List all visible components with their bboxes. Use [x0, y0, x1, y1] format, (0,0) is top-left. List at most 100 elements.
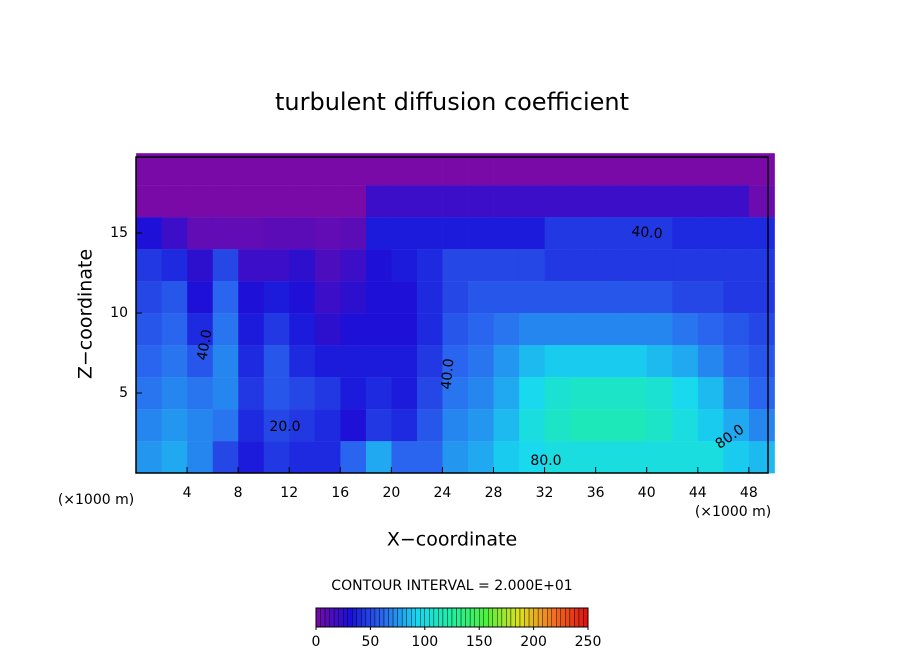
colorbar-swatch [315, 607, 321, 628]
heat-cell [340, 377, 367, 410]
colorbar-swatch [492, 607, 498, 628]
heat-cell [646, 409, 673, 442]
colorbar-swatch [483, 607, 489, 628]
heat-cell [493, 313, 520, 346]
x-tick-label: 20 [382, 485, 400, 501]
heat-cell [519, 313, 546, 346]
heat-cell [212, 441, 239, 474]
colorbar-swatch [329, 607, 335, 628]
heat-cell [544, 313, 571, 346]
heat-cell [544, 345, 571, 378]
heat-cell [391, 217, 418, 250]
heat-cell [442, 185, 469, 218]
heat-cell [468, 185, 494, 218]
heat-cell [723, 217, 750, 250]
x-tick-label: 4 [183, 485, 192, 501]
colorbar-swatch [547, 607, 552, 628]
heat-cell [697, 281, 724, 314]
heat-cell [238, 441, 265, 474]
contour-label: 80.0 [530, 453, 561, 469]
heat-cell [748, 441, 775, 474]
heat-cell [570, 313, 597, 346]
heat-cell [519, 249, 546, 282]
colorbar-swatch [506, 607, 512, 628]
colorbar-swatch [456, 607, 462, 628]
colorbar-tick-label: 0 [312, 634, 321, 650]
heat-cell [365, 281, 392, 314]
chart-title: turbulent diffusion coefficient [275, 88, 629, 116]
heat-cell [263, 377, 290, 410]
colorbar-swatch [451, 607, 457, 628]
colorbar-tick-label: 250 [575, 634, 602, 650]
heat-cell [570, 377, 597, 410]
heat-cell [314, 345, 341, 378]
x-tick-label: 8 [234, 485, 243, 501]
heat-cell [212, 377, 239, 410]
heat-cell [672, 281, 699, 314]
colorbar-swatch [438, 607, 444, 628]
x-unit-label: (×1000 m) [695, 504, 771, 520]
heat-cell [519, 377, 546, 410]
heat-cell [697, 249, 724, 282]
heat-cell [289, 185, 316, 218]
heat-cell [417, 281, 443, 314]
colorbar-tick-label: 50 [361, 634, 379, 650]
heat-cell [646, 217, 673, 250]
heat-cell [289, 377, 316, 410]
heat-cell [314, 441, 341, 474]
heat-cell [417, 153, 443, 186]
heat-cell [697, 313, 724, 346]
heat-cell [468, 249, 494, 282]
heat-cell [238, 345, 265, 378]
heat-cell [544, 281, 571, 314]
colorbar-swatch [352, 607, 357, 628]
heat-cell [468, 281, 494, 314]
colorbar-swatch [469, 607, 475, 628]
colorbar-swatch [578, 607, 584, 628]
heat-cell [263, 441, 290, 474]
heat-cell [212, 249, 239, 282]
colorbar-swatch [356, 607, 362, 628]
colorbar-swatch [324, 607, 330, 628]
heat-cell [748, 185, 775, 218]
heat-cell [646, 345, 673, 378]
heat-cell [136, 185, 163, 218]
x-tick-label: 44 [689, 485, 707, 501]
heat-cell [519, 345, 546, 378]
colorbar-swatch [442, 607, 448, 628]
heat-cell [595, 249, 622, 282]
heat-cell [468, 313, 494, 346]
heat-cell [238, 217, 265, 250]
heat-cell [595, 441, 622, 474]
x-tick-label: 16 [331, 485, 349, 501]
heat-cell [289, 313, 316, 346]
x-axis-label: X−coordinate [387, 529, 517, 551]
heat-cell [697, 217, 724, 250]
colorbar-swatch [537, 607, 543, 628]
colorbar-swatch [528, 607, 534, 628]
heat-cell [187, 441, 214, 474]
heat-cell [365, 185, 392, 218]
colorbar-swatch [388, 607, 394, 628]
heat-cell [238, 313, 265, 346]
heat-cell [161, 409, 188, 442]
heat-cell [238, 153, 265, 186]
heat-cell [519, 185, 546, 218]
heat-cell [187, 153, 214, 186]
heat-cell [442, 409, 469, 442]
heat-cell [136, 281, 163, 314]
heat-cell [493, 153, 520, 186]
heat-cell [621, 377, 648, 410]
heat-cell [365, 249, 392, 282]
heat-cell [161, 441, 188, 474]
heat-cell [136, 313, 163, 346]
heat-cell [672, 409, 699, 442]
heat-cell [595, 153, 622, 186]
heat-cell [263, 345, 290, 378]
colorbar-swatch [583, 607, 589, 628]
heat-cell [621, 217, 648, 250]
colorbar-swatch [374, 607, 380, 628]
heat-cell [442, 281, 469, 314]
heat-cell [468, 377, 494, 410]
heat-cell [723, 409, 750, 442]
